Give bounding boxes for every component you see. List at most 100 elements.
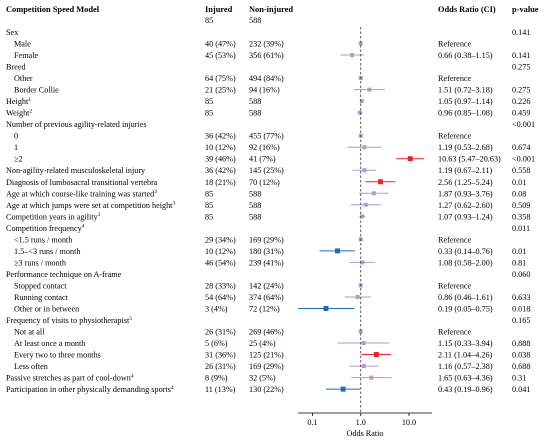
injured-count: 85 [205, 97, 213, 106]
footnote-marker: 1 [28, 97, 31, 103]
odds-ratio-text: 0.86 (0.46–1.61) [438, 293, 493, 302]
row-label: Not at all [14, 328, 45, 337]
non-injured-count: 41 (7%) [249, 155, 276, 164]
footnote-marker: 3 [154, 189, 157, 195]
p-value: <0.001 [512, 155, 535, 164]
row-label: Every two to three months [14, 351, 101, 360]
non-injured-count: 588 [249, 97, 261, 106]
point-estimate [407, 156, 413, 162]
point-estimate [323, 305, 329, 311]
section-label: Frequency of visits to physiotherapist5 [6, 316, 132, 325]
point-estimate [360, 260, 365, 265]
injured-count: 40 (47%) [205, 40, 236, 49]
injured-count: 3 (4%) [205, 304, 228, 313]
point-estimate [369, 375, 374, 380]
non-injured-count: 70 (12%) [249, 178, 280, 187]
table-row: Diagnosis of lumbosacral transitional ve… [6, 178, 526, 187]
injured-count: 36 (42%) [205, 132, 236, 141]
estimate-mark [337, 341, 390, 346]
table-row: ≥3 runs / month 46 (54%) 239 (41%) 1.08 (0.… [14, 258, 526, 267]
injured-count: 85 [205, 189, 213, 198]
table-row: 0 36 (42%) 455 (77%) Reference [14, 132, 472, 141]
injured-count: 29 (34%) [205, 235, 236, 244]
row-label: Other [14, 74, 33, 83]
table-row: At least once a month 5 (6%) 25 (4%) 1.15 (… [14, 339, 530, 348]
odds-ratio-text: 0.19 (0.05–0.75) [438, 304, 493, 313]
section-row: Breed 0.275 [6, 63, 530, 72]
p-value: <0.001 [512, 120, 535, 129]
p-value: 0.141 [512, 28, 530, 37]
injured-count: 36 (42%) [205, 166, 236, 175]
section-row: Sex 0.141 [6, 28, 530, 37]
point-estimate [340, 386, 346, 392]
injured-count: 85 [205, 201, 213, 210]
section-label: Sex [6, 28, 18, 37]
section-label: Performance technique on A-frame [6, 270, 122, 279]
row-label: 1.5–<3 runs / month [14, 247, 80, 256]
table-row: Other or in between 3 (4%) 72 (12%) 0.19 (0… [14, 304, 530, 313]
estimate-mark [347, 145, 382, 150]
estimate-mark [344, 294, 371, 299]
p-value: 0.226 [512, 97, 530, 106]
header-row: Competition Speed Model Injured Non-inju… [6, 5, 539, 25]
injured-count: 46 (54%) [205, 258, 236, 267]
estimate-mark [348, 364, 379, 369]
non-injured-count: 169 (29%) [249, 235, 284, 244]
row-label: Running contact [14, 293, 69, 302]
injured-count: 26 (31%) [205, 328, 236, 337]
table-row: <1.5 runs / month 29 (34%) 169 (29%) Refere… [14, 235, 472, 244]
injured-count: 64 (75%) [205, 74, 236, 83]
section-row: Competition frequency4 0.011 [6, 224, 530, 233]
table-row: Female 45 (53%) 356 (61%) 0.66 (0.38–1.15) 0… [14, 51, 530, 60]
row-label: Age at which jumps were set at competiti… [6, 201, 175, 210]
odds-ratio-text: Reference [438, 74, 472, 83]
p-value: 0.81 [512, 258, 526, 267]
non-injured-count: 588 [249, 212, 261, 221]
estimate-mark [361, 352, 392, 358]
point-estimate [373, 352, 379, 358]
estimate-mark [350, 202, 381, 207]
row-label: Height1 [6, 97, 31, 106]
odds-ratio-text: 1.51 (0.72–3.18) [438, 86, 493, 95]
estimate-mark [352, 168, 377, 173]
injured-count: 5 (6%) [205, 339, 228, 348]
footnote-marker: 4 [131, 373, 134, 379]
table-rows: Sex 0.141 Male 40 (47%) 232 (39%) Reference Fe… [6, 28, 535, 394]
non-injured-count: 32 (5%) [249, 374, 276, 383]
row-label: Other or in between [14, 304, 79, 313]
estimate-mark [353, 87, 385, 92]
estimate-mark [351, 375, 392, 380]
estimate-mark [365, 179, 396, 185]
footnote-marker: 4 [171, 385, 174, 391]
p-value: 0.275 [512, 63, 530, 72]
estimate-mark [396, 156, 425, 162]
odds-ratio-text: 1.16 (0.57–2.38) [438, 362, 493, 371]
injured-count: 28 (33%) [205, 281, 236, 290]
non-injured-count: 92 (16%) [249, 143, 280, 152]
estimate-mark [325, 386, 360, 392]
odds-ratio-text: 1.05 (0.97–1.14) [438, 97, 493, 106]
estimate-mark [358, 329, 363, 334]
point-estimate [358, 329, 363, 334]
row-label: Female [14, 51, 38, 60]
section-row: Performance technique on A-frame 0.060 [6, 270, 530, 279]
odds-ratio-text: 1.65 (0.63–4.36) [438, 374, 493, 383]
injured-count: 54 (64%) [205, 293, 236, 302]
point-estimate [367, 87, 372, 92]
estimate-mark [359, 214, 366, 219]
estimate-mark [298, 305, 355, 311]
non-injured-count: 374 (64%) [249, 293, 284, 302]
row-label: Competition years in agility3 [6, 212, 101, 221]
p-value: 0.31 [512, 374, 526, 383]
odds-ratio-text: Reference [438, 132, 472, 141]
model-title: Competition Speed Model [6, 5, 100, 14]
footnote-marker: 3 [172, 201, 175, 207]
section-row: Frequency of visits to physiotherapist5 0… [6, 316, 530, 325]
non-injured-count: 169 (29%) [249, 362, 284, 371]
table-row: Less often 26 (31%) 169 (29%) 1.16 (0.57–2.… [14, 362, 530, 371]
table-row: Passive stretches as part of cool-down4 8… [6, 373, 526, 382]
odds-ratio-text: 1.08 (0.58–2.00) [438, 258, 493, 267]
estimate-mark [340, 53, 364, 58]
row-label: Stopped contact [14, 281, 67, 290]
non-injured-header: Non-injured [249, 5, 293, 14]
